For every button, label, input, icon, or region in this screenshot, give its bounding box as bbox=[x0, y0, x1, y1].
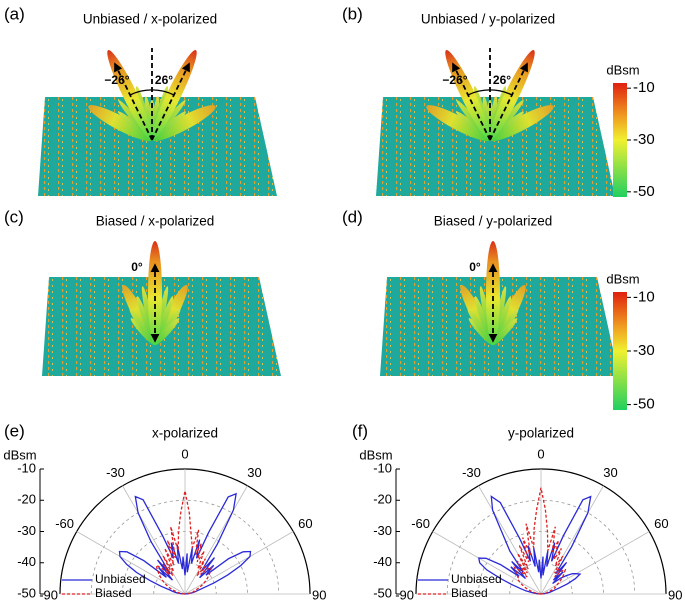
colorbar bbox=[613, 83, 627, 197]
angle-label: −26° bbox=[442, 73, 467, 87]
panel-title: Unbiased / x-polarized bbox=[83, 12, 217, 27]
grid-spoke bbox=[540, 485, 604, 595]
grid-spoke bbox=[184, 485, 248, 595]
angle-tick-label: -90 bbox=[395, 587, 414, 602]
y-tick-label: -20 bbox=[373, 492, 392, 507]
angle-tick-label: 0 bbox=[537, 446, 544, 461]
grid-spoke bbox=[540, 531, 650, 595]
colorbar-title: dBsm bbox=[606, 271, 639, 286]
colorbar-tick-label: -30 bbox=[633, 131, 655, 148]
pattern-curve bbox=[118, 492, 252, 595]
y-tick-label: -30 bbox=[373, 523, 392, 538]
angle-tick-label: 60 bbox=[298, 516, 312, 531]
angle-tick-label: 30 bbox=[603, 465, 617, 480]
legend-label: Unbiased bbox=[451, 572, 502, 586]
grid-spoke bbox=[76, 531, 186, 595]
angle-tick-label: 90 bbox=[668, 587, 682, 602]
pattern-curve bbox=[155, 490, 213, 595]
grid-circle bbox=[446, 499, 636, 595]
pattern-curve bbox=[513, 487, 567, 595]
colorbar-tick-label: -10 bbox=[633, 79, 655, 96]
colorbar-tick-label: -10 bbox=[633, 288, 655, 305]
legend-label: Unbiased bbox=[95, 572, 146, 586]
panel-title: Unbiased / y-polarized bbox=[421, 12, 555, 27]
panel-label: (f) bbox=[352, 421, 368, 440]
angle-label: 26° bbox=[493, 73, 511, 87]
colorbar-title: dBsm bbox=[606, 62, 639, 77]
y-tick-label: -50 bbox=[373, 585, 392, 600]
legend-label: Biased bbox=[95, 586, 132, 600]
y-axis-title: dBsm bbox=[359, 447, 392, 462]
grid-spoke bbox=[122, 485, 186, 595]
grid-spoke bbox=[478, 485, 542, 595]
panel-label: (c) bbox=[4, 207, 24, 226]
legend-label: Biased bbox=[451, 586, 488, 600]
grid-circle bbox=[90, 499, 280, 595]
chart-title: x-polarized bbox=[152, 426, 218, 441]
angle-tick-label: -30 bbox=[106, 465, 125, 480]
y-axis-title: dBsm bbox=[3, 447, 36, 462]
colorbar-tick-label: -50 bbox=[633, 183, 655, 200]
chart-title: y-polarized bbox=[508, 426, 574, 441]
grid-spoke bbox=[184, 531, 294, 595]
y-tick-label: -20 bbox=[17, 492, 36, 507]
y-tick-label: -10 bbox=[17, 460, 36, 475]
angle-tick-label: -30 bbox=[462, 465, 481, 480]
y-tick-label: -40 bbox=[373, 554, 392, 569]
angle-label: 0° bbox=[131, 260, 143, 274]
grid-spoke bbox=[432, 531, 542, 595]
angle-tick-label: 30 bbox=[247, 465, 261, 480]
y-tick-label: -10 bbox=[373, 460, 392, 475]
colorbar bbox=[613, 292, 627, 410]
angle-tick-label: 0 bbox=[181, 446, 188, 461]
y-tick-label: -40 bbox=[17, 554, 36, 569]
angle-label: 26° bbox=[155, 73, 173, 87]
angle-tick-label: -60 bbox=[55, 516, 74, 531]
y-tick-label: -30 bbox=[17, 523, 36, 538]
angle-tick-label: 90 bbox=[312, 587, 326, 602]
angle-tick-label: -90 bbox=[39, 587, 58, 602]
panel-label: (a) bbox=[4, 4, 25, 23]
panel-label: (e) bbox=[4, 421, 25, 440]
y-tick-label: -50 bbox=[17, 585, 36, 600]
panel-label: (d) bbox=[342, 207, 363, 226]
angle-tick-label: -60 bbox=[411, 516, 430, 531]
angle-label: 0° bbox=[469, 260, 481, 274]
panel-label: (b) bbox=[342, 4, 363, 23]
pattern-curve bbox=[478, 495, 592, 595]
angle-label: −26° bbox=[104, 73, 129, 87]
angle-tick-label: 60 bbox=[654, 516, 668, 531]
panel-title: Biased / x-polarized bbox=[96, 214, 215, 229]
panel-title: Biased / y-polarized bbox=[434, 214, 553, 229]
colorbar-tick-label: -30 bbox=[633, 342, 655, 359]
colorbar-tick-label: -50 bbox=[633, 396, 655, 413]
